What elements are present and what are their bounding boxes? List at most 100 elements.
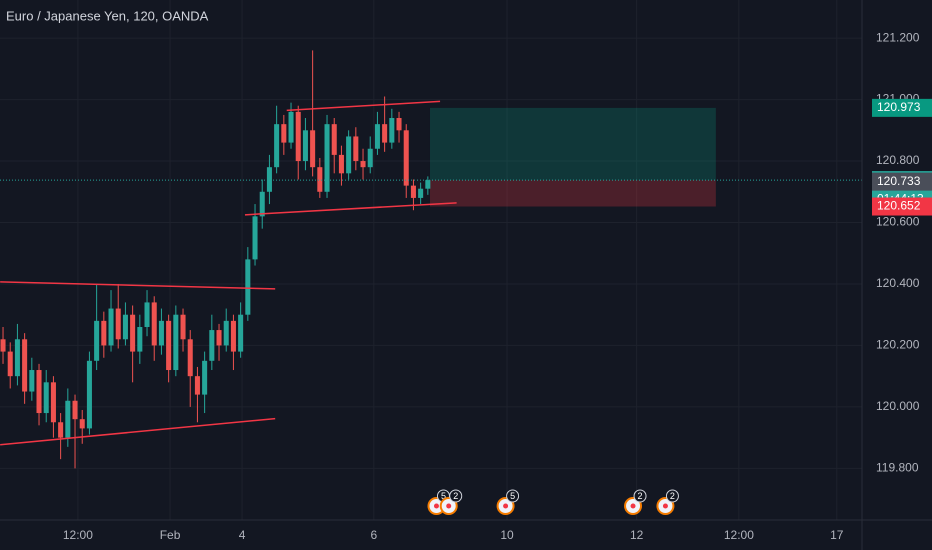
y-tick-label: 119.800 [876,461,919,475]
trend-line [286,100,441,112]
candle-body [266,167,272,192]
candle-body [202,360,208,395]
candle-body [14,339,20,377]
event-dot [433,503,439,509]
y-tick-label: 120.400 [876,276,920,290]
candle-body [324,124,330,192]
candle-body [166,320,172,371]
candle-body [122,314,128,340]
stop-zone [429,180,716,207]
candle-body [238,314,244,352]
candle-body [295,111,301,162]
candle-body [338,154,344,174]
candle-body [418,188,424,198]
candle-body [230,320,236,352]
candle-body [94,320,100,361]
candle-body [209,330,215,361]
candle-body [382,124,388,143]
candle-body [65,400,71,438]
event-count: 2 [638,491,643,501]
event-count-bg [449,489,463,503]
event-count: 5 [510,491,515,501]
price-badge [872,197,932,216]
candle-body [216,330,222,346]
grid [0,0,862,520]
candle-body [194,376,200,395]
event-count: 2 [453,491,458,501]
candle-body [43,382,49,414]
y-tick-label: 120.600 [876,215,920,229]
price-badge-label: 120.652 [877,199,921,213]
candle-body [374,124,380,149]
candle-body [331,124,337,155]
candle-body [396,118,402,131]
x-tick-label: 12:00 [63,528,93,542]
x-tick-label: 6 [370,528,377,542]
candle-body [130,314,136,352]
target-zone [429,107,716,181]
candle-body [144,302,150,327]
candle-body [50,382,56,423]
candle-body [29,370,35,392]
event-count-bg [665,489,679,503]
candle-body [86,360,92,429]
event-count: 2 [670,491,675,501]
candle-body [353,136,359,162]
chart-title: Euro / Japanese Yen, 120, OANDA [6,8,209,23]
price-badge-label: 120.973 [877,100,921,114]
candle-body [7,351,13,377]
candle-body [115,308,121,340]
price-badge [872,98,932,117]
event-count-bg [506,489,520,503]
candle-body [425,180,431,189]
candle-body [281,124,287,143]
x-tick-label: Feb [160,528,181,542]
candle-body [58,422,64,438]
candle-body [36,370,42,414]
candle-body [360,161,366,168]
event-dot [446,503,452,509]
candle-body [245,259,251,315]
event-count-bg [633,489,647,503]
candle-body [22,339,28,392]
candle-body [259,191,265,217]
candle-body [137,326,143,352]
event-dot [630,503,636,509]
candle-body [0,339,6,352]
candle-body [108,308,114,346]
candle-body [302,130,308,162]
y-tick-label: 120.200 [876,338,920,352]
x-tick-label: 12 [630,528,644,542]
candle-body [274,124,280,168]
candle-body [223,320,229,346]
candle-body [410,185,416,198]
candle-body [173,314,179,371]
candle-body [158,320,164,346]
x-tick-label: 17 [830,528,844,542]
candle-body [403,130,409,186]
candle-body [346,136,352,174]
event-count: 5 [441,491,446,501]
y-tick-label: 120.000 [876,399,920,413]
candle-body [310,130,316,168]
candle-body [367,148,373,168]
trend-line [244,202,457,216]
candle-body [288,111,294,143]
candle-body [317,167,323,192]
x-tick-label: 12:00 [724,528,754,542]
y-tick-label: 121.200 [876,30,920,44]
candle-body [389,118,395,143]
event-dot [662,503,668,509]
plot [0,50,862,469]
y-tick-label: 120.800 [876,153,920,167]
price-badge [872,172,932,191]
trend-line [0,281,276,290]
price-badge-label: 120.733 [877,174,921,188]
candle-body [187,339,193,377]
trend-line [0,417,276,446]
candle-body [72,400,78,420]
x-tick-label: 10 [500,528,514,542]
candle-body [252,216,258,260]
